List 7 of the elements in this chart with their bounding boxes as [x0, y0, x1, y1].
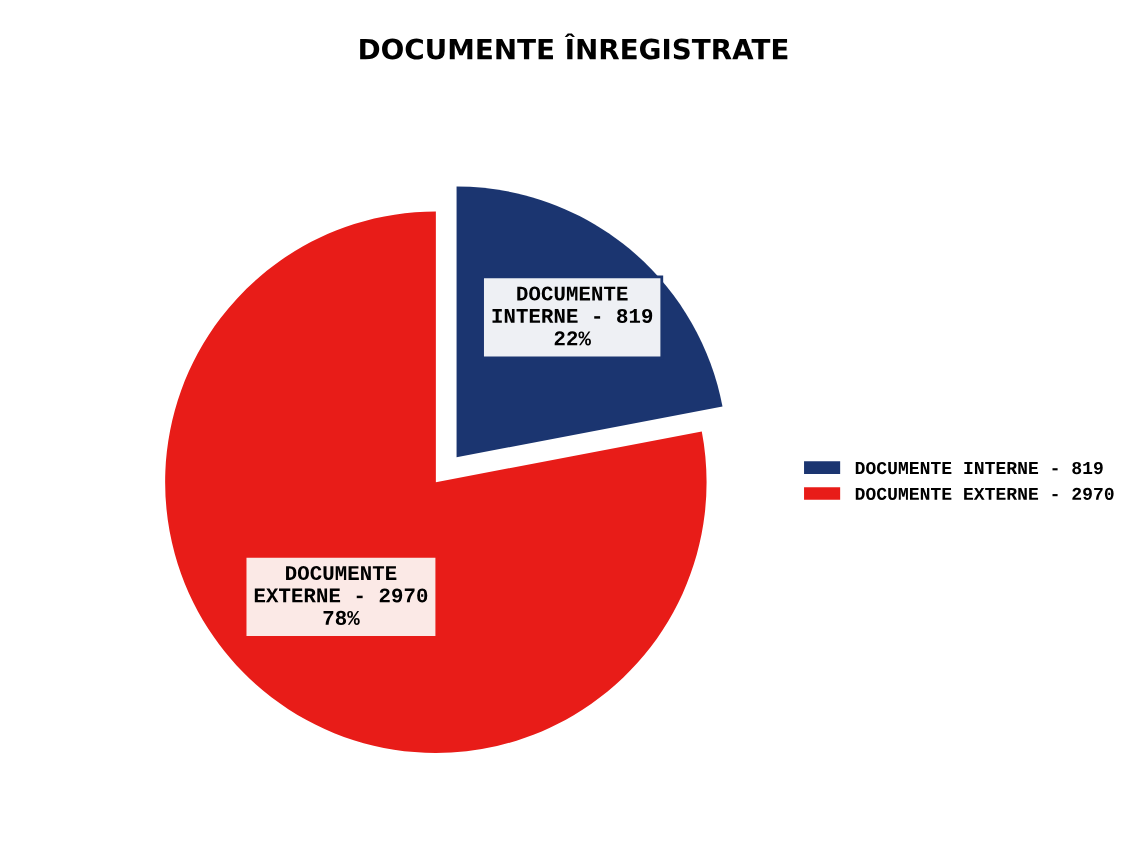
slice-label: DOCUMENTE EXTERNE - 2970 — [254, 565, 428, 603]
legend-label: DOCUMENTE EXTERNE - 2970 — [855, 487, 1114, 500]
slice-label: DOCUMENTE INTERNE - 819 — [492, 286, 653, 324]
legend-label: DOCUMENTE INTERNE - 819 — [855, 461, 1103, 475]
data-label: 22% — [554, 331, 591, 346]
data-label: 78% — [323, 610, 360, 625]
chart-title: DOCUMENTE ÎNREGISTRATE — [360, 33, 788, 60]
